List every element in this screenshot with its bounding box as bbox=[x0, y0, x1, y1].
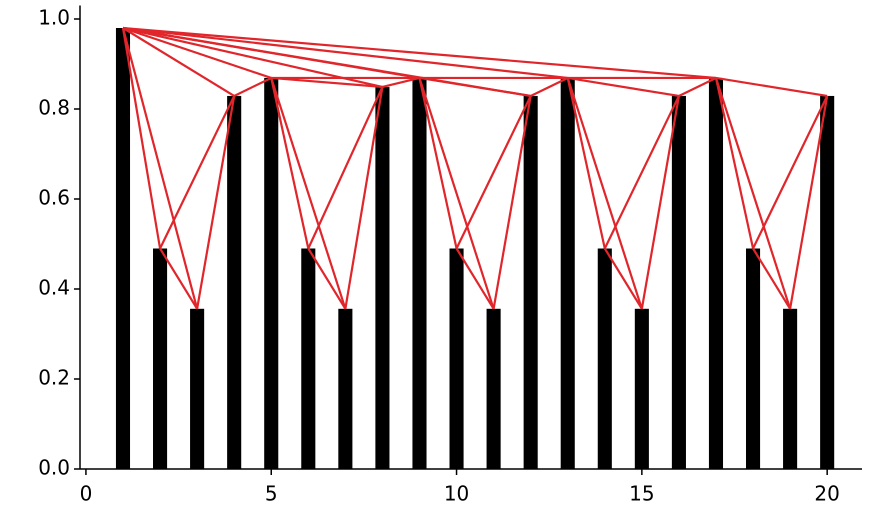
bar bbox=[634, 308, 649, 469]
visibility-edge bbox=[196, 95, 236, 309]
visibility-edge bbox=[752, 247, 792, 310]
bar bbox=[523, 95, 538, 469]
y-tick-label: 0.4 bbox=[38, 276, 70, 300]
visibility-edge bbox=[122, 26, 272, 79]
visibility-edge bbox=[159, 95, 236, 249]
x-tick-label: 15 bbox=[629, 482, 654, 506]
visibility-edge bbox=[603, 247, 643, 310]
visibility-edge bbox=[530, 76, 569, 97]
visibility-edge bbox=[418, 77, 458, 249]
bar bbox=[560, 77, 575, 469]
bar bbox=[708, 77, 724, 469]
bar bbox=[375, 86, 390, 469]
visibility-edge bbox=[455, 95, 532, 249]
bar bbox=[264, 77, 279, 469]
y-tick-label: 0.2 bbox=[38, 366, 70, 390]
visibility-edge bbox=[715, 76, 828, 98]
bar bbox=[597, 248, 612, 469]
bar bbox=[190, 308, 205, 469]
visibility-edge bbox=[270, 77, 310, 249]
visibility-edge bbox=[678, 76, 717, 97]
bar bbox=[486, 308, 501, 469]
y-tick-label: 1.0 bbox=[38, 6, 70, 30]
visibility-edge bbox=[418, 77, 495, 310]
bar bbox=[783, 308, 798, 469]
visibility-edge bbox=[455, 247, 495, 310]
y-tick-label: 0.6 bbox=[38, 186, 70, 210]
visibility-edge bbox=[344, 86, 384, 309]
bar bbox=[115, 28, 131, 469]
bar bbox=[412, 77, 427, 469]
y-tick-label: 0.0 bbox=[38, 456, 70, 480]
visibility-edge bbox=[121, 27, 199, 310]
visibility-edge bbox=[271, 76, 383, 89]
y-tick-label: 0.8 bbox=[38, 96, 70, 120]
visibility-edge bbox=[714, 77, 792, 310]
bar bbox=[227, 95, 242, 469]
bar bbox=[301, 248, 316, 469]
visibility-edge bbox=[567, 76, 680, 98]
bar bbox=[153, 248, 168, 469]
bar bbox=[745, 248, 761, 469]
bar bbox=[338, 308, 353, 469]
bar bbox=[449, 248, 464, 469]
visibility-edge bbox=[752, 95, 829, 249]
visibility-edge bbox=[566, 77, 606, 249]
x-tick-label: 0 bbox=[80, 482, 93, 506]
visibility-edge bbox=[307, 86, 384, 249]
visibility-edge bbox=[307, 247, 347, 310]
visibility-edge bbox=[121, 27, 162, 249]
visibility-edge bbox=[789, 95, 829, 309]
visibility-edge bbox=[492, 95, 532, 309]
visibility-edge bbox=[603, 95, 680, 249]
x-tick-label: 5 bbox=[265, 482, 278, 506]
visibility-edge bbox=[566, 77, 643, 310]
x-tick-label: 10 bbox=[444, 482, 469, 506]
visibility-edge bbox=[159, 247, 199, 310]
visibility-edge bbox=[122, 27, 235, 97]
x-tick-label: 20 bbox=[814, 482, 839, 506]
bar bbox=[820, 95, 835, 469]
visibility-edge bbox=[233, 76, 272, 97]
visibility-edge bbox=[714, 77, 755, 249]
visibility-edge bbox=[640, 95, 680, 309]
bar bbox=[671, 95, 686, 469]
visibility-edge bbox=[270, 77, 347, 310]
visibility-edge bbox=[122, 26, 568, 80]
visibility-edge bbox=[122, 26, 717, 80]
visibility-edge bbox=[419, 76, 531, 98]
visibility-edge bbox=[382, 76, 420, 89]
